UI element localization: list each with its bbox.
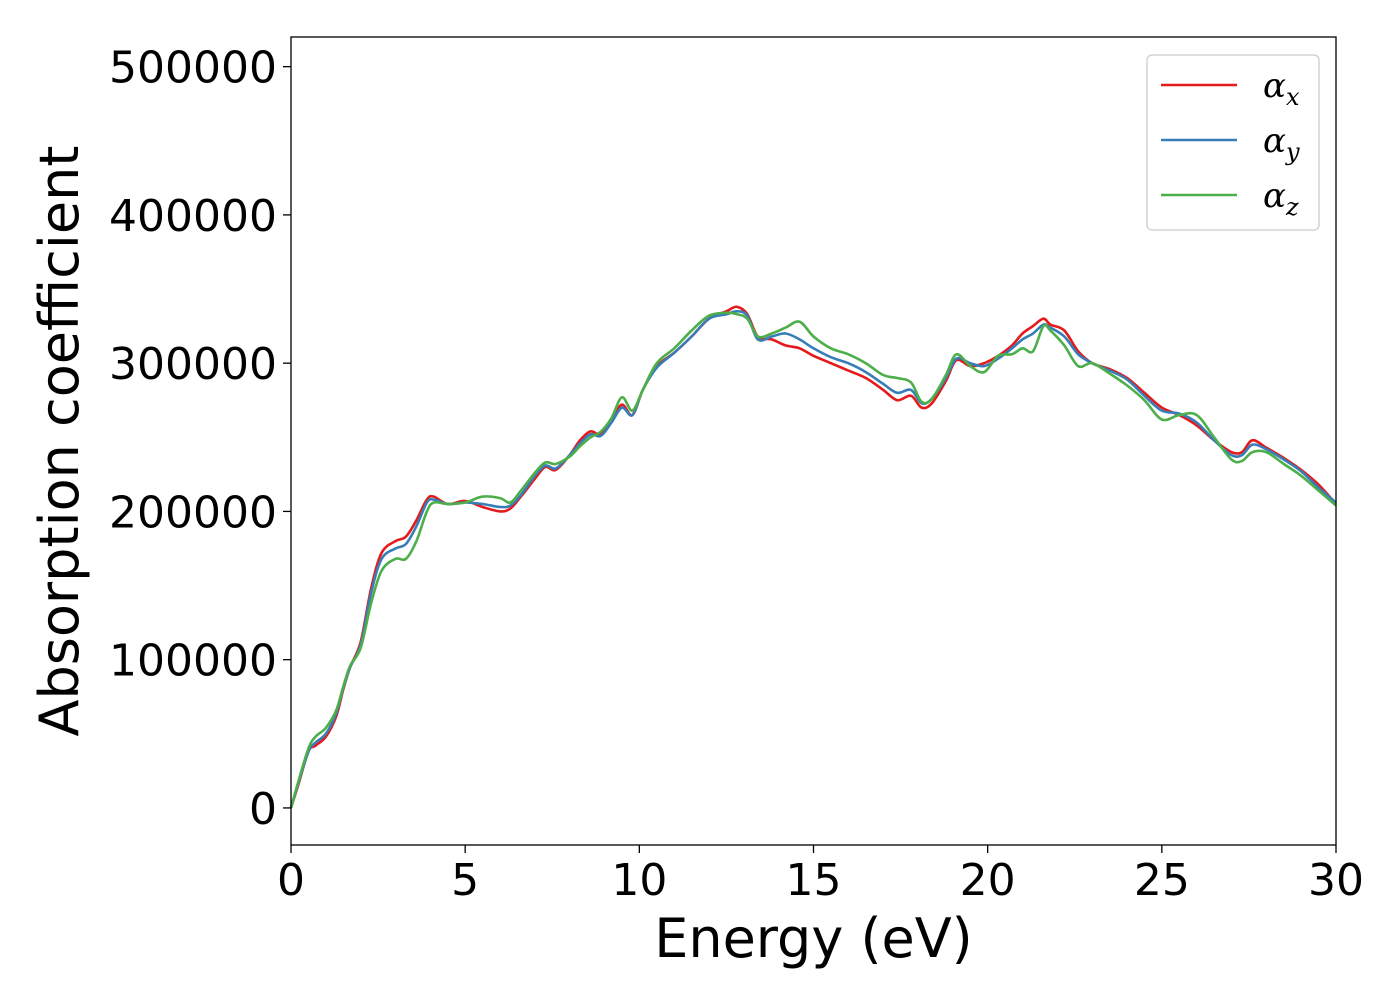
y-tick-label: 500000 xyxy=(109,43,277,94)
legend-box xyxy=(1146,54,1320,231)
y-axis-ticks: 0 100000 200000 300000 400000 500000 xyxy=(109,43,291,835)
y-tick-label: 100000 xyxy=(109,636,277,687)
x-tick-label: 25 xyxy=(1134,855,1190,906)
x-tick-label: 15 xyxy=(786,855,842,906)
y-axis-title: Absorption coefficient xyxy=(28,146,91,737)
series-layer xyxy=(289,305,1337,809)
series-line-z xyxy=(289,311,1337,809)
legend-label-y: αy xyxy=(1263,121,1300,166)
x-axis-title: Energy (eV) xyxy=(654,907,973,970)
x-tick-label: 30 xyxy=(1308,855,1364,906)
x-tick-label: 0 xyxy=(277,855,305,906)
y-tick-label: 300000 xyxy=(109,339,277,390)
x-axis-ticks: 0 5 10 15 20 25 30 xyxy=(277,845,1364,906)
y-tick-label: 200000 xyxy=(109,487,277,538)
legend-label-z: αz xyxy=(1263,176,1299,221)
legend: αx αy αz xyxy=(1146,54,1320,231)
series-line-y xyxy=(289,309,1337,809)
x-tick-label: 10 xyxy=(611,855,667,906)
x-tick-label: 5 xyxy=(451,855,479,906)
series-line-x xyxy=(289,305,1337,809)
y-tick-label: 0 xyxy=(249,784,277,835)
x-tick-label: 20 xyxy=(960,855,1016,906)
legend-label-x: αx xyxy=(1263,66,1300,111)
y-tick-label: 400000 xyxy=(109,191,277,242)
